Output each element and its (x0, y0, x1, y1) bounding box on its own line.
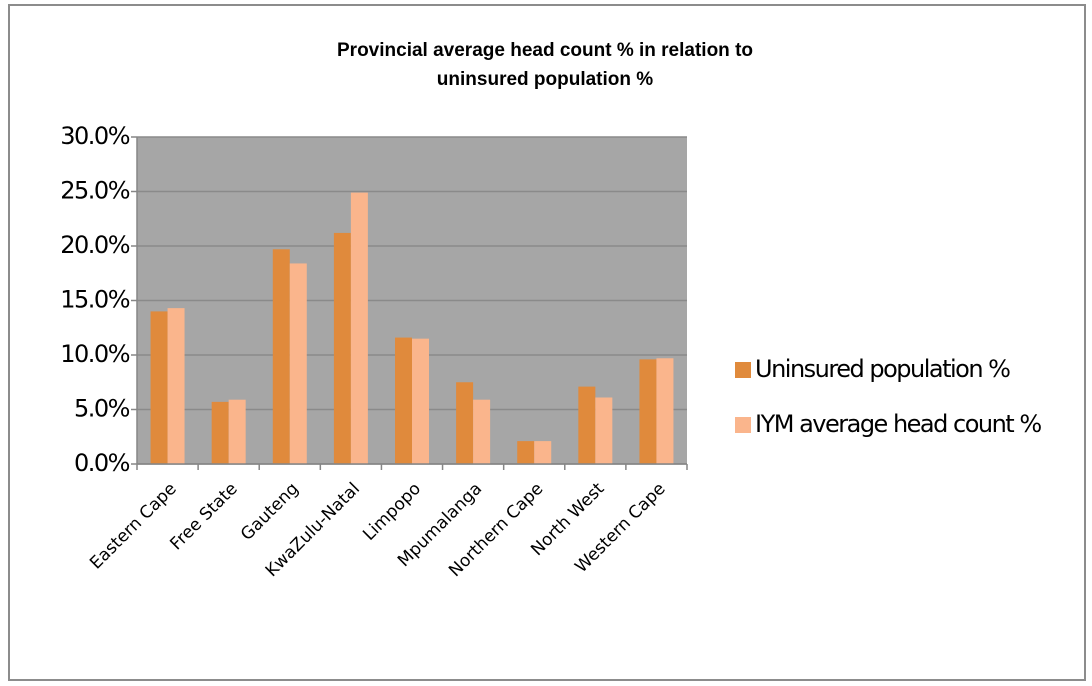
bar (595, 397, 613, 464)
y-tick-label: 5.0% (74, 395, 130, 423)
bar (534, 441, 552, 464)
bar (150, 311, 168, 464)
bar (228, 399, 246, 464)
legend-swatch (735, 362, 751, 378)
bar (350, 192, 368, 464)
legend-label: IYM average head count % (755, 410, 1041, 438)
bar (656, 358, 674, 464)
bar (578, 386, 596, 464)
bar (211, 401, 229, 464)
chart-title: uninsured population % (437, 69, 653, 90)
y-tick-label: 15.0% (60, 286, 129, 314)
bar (333, 232, 351, 464)
legend-swatch (735, 417, 751, 433)
bar (395, 337, 412, 464)
bar (517, 441, 535, 464)
bar (412, 338, 429, 464)
bar (289, 263, 307, 464)
bar (272, 249, 290, 464)
bar (473, 399, 491, 464)
bar (167, 308, 185, 464)
y-tick-label: 30.0% (60, 122, 129, 150)
y-tick-label: 0.0% (74, 449, 130, 477)
y-tick-label: 10.0% (60, 340, 129, 368)
bar (456, 382, 474, 464)
legend-label: Uninsured population % (755, 355, 1010, 383)
y-tick-label: 25.0% (60, 177, 129, 205)
bar (639, 359, 657, 464)
chart-title: Provincial average head count % in relat… (337, 40, 753, 61)
y-tick-label: 20.0% (60, 231, 129, 259)
